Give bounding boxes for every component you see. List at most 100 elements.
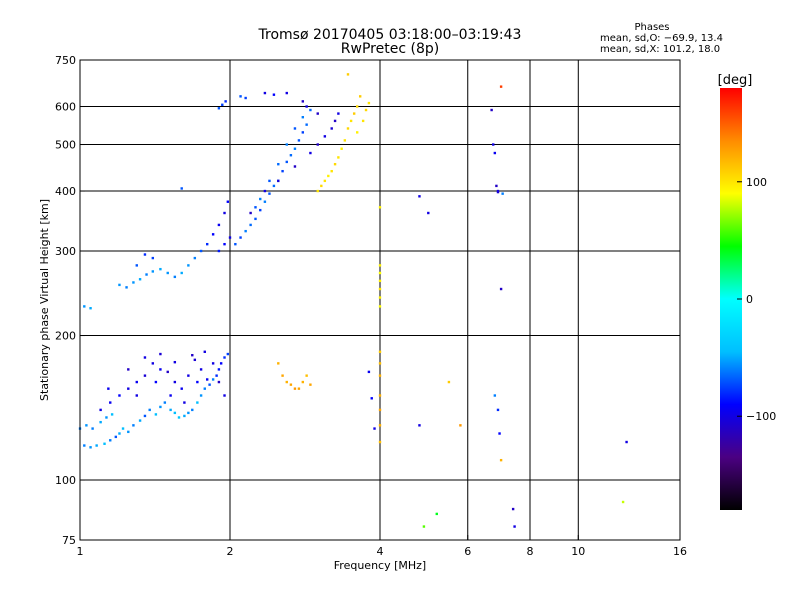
data-point <box>239 236 242 239</box>
data-point <box>340 147 343 150</box>
data-point <box>305 105 308 108</box>
data-point <box>118 394 121 397</box>
data-point <box>493 394 497 397</box>
data-point <box>349 119 353 123</box>
data-point <box>109 439 112 442</box>
y-tick-label: 200 <box>55 330 76 343</box>
data-point <box>268 179 271 183</box>
data-point <box>166 370 169 374</box>
data-point <box>499 458 503 462</box>
colorbar-gradient <box>720 88 742 510</box>
data-point <box>343 139 347 142</box>
data-point <box>501 192 504 195</box>
data-point <box>203 350 206 353</box>
data-point <box>183 401 186 404</box>
data-points <box>78 73 628 528</box>
data-point <box>259 208 262 212</box>
data-point <box>223 211 226 215</box>
data-point <box>378 264 382 267</box>
data-point <box>285 380 288 384</box>
data-point <box>309 151 312 155</box>
data-point <box>107 387 110 390</box>
data-point <box>281 374 284 377</box>
data-point <box>135 380 138 384</box>
data-point <box>199 249 203 253</box>
data-point <box>163 401 167 404</box>
chart-subtitle: RwPretec (8p) <box>340 41 440 57</box>
data-point <box>301 380 305 384</box>
data-point <box>193 358 197 362</box>
data-point <box>217 223 221 227</box>
data-point <box>114 435 118 439</box>
data-point <box>272 93 276 96</box>
data-point <box>180 387 183 390</box>
y-tick-label: 600 <box>55 101 76 114</box>
data-point <box>305 123 308 126</box>
data-point <box>159 352 162 356</box>
y-tick-label: 300 <box>55 245 76 258</box>
data-point <box>305 374 308 377</box>
data-point <box>173 380 177 384</box>
data-point <box>205 242 209 246</box>
data-point <box>435 512 438 516</box>
data-point <box>496 189 500 193</box>
colorbar-tick-label: −100 <box>746 410 776 423</box>
data-point <box>285 143 288 146</box>
data-point <box>316 189 319 193</box>
data-point <box>169 394 172 397</box>
data-point <box>316 112 319 115</box>
data-point <box>499 287 503 291</box>
data-point <box>293 147 297 150</box>
data-point <box>496 408 500 412</box>
data-point <box>511 507 515 511</box>
data-point <box>333 119 337 123</box>
y-tick-label: 400 <box>55 185 76 198</box>
y-tick-label: 500 <box>55 139 76 152</box>
data-point <box>223 242 226 246</box>
y-tick-label: 100 <box>55 474 76 487</box>
data-point <box>148 408 151 412</box>
data-point <box>493 151 497 155</box>
data-point <box>244 96 247 100</box>
data-point <box>211 362 215 365</box>
data-point <box>138 419 142 422</box>
data-point <box>173 360 177 364</box>
x-axis-label: Frequency [MHz] <box>334 559 426 572</box>
data-point <box>228 236 232 239</box>
data-point <box>187 264 190 267</box>
data-point <box>330 127 333 130</box>
data-point <box>323 135 327 138</box>
data-point <box>320 184 323 188</box>
data-point <box>151 270 155 273</box>
data-point <box>159 405 162 409</box>
chart-title: Tromsø 20170405 03:18:00–03:19:43 <box>258 27 522 43</box>
data-point <box>91 427 94 430</box>
data-point <box>378 408 382 412</box>
data-point <box>234 242 237 246</box>
data-point <box>316 143 319 146</box>
data-point <box>217 249 221 253</box>
data-point <box>293 127 297 130</box>
data-point <box>254 217 257 221</box>
data-point <box>177 416 181 419</box>
data-point <box>249 223 252 227</box>
data-point <box>422 525 426 528</box>
data-point <box>378 206 382 209</box>
data-point <box>121 427 125 430</box>
data-point <box>127 430 130 434</box>
data-point <box>364 108 368 112</box>
data-point <box>427 211 430 215</box>
data-point <box>289 383 293 386</box>
data-point <box>263 200 267 203</box>
colorbar-tick-label: 0 <box>746 293 753 306</box>
data-point <box>378 374 382 377</box>
data-point <box>373 427 376 430</box>
data-point <box>191 353 194 357</box>
data-point <box>203 387 206 390</box>
data-point <box>495 184 498 188</box>
stats-heading: Phases <box>634 22 670 33</box>
data-point <box>378 271 382 275</box>
data-point <box>143 414 147 418</box>
data-point <box>370 397 373 400</box>
data-point <box>625 440 628 444</box>
